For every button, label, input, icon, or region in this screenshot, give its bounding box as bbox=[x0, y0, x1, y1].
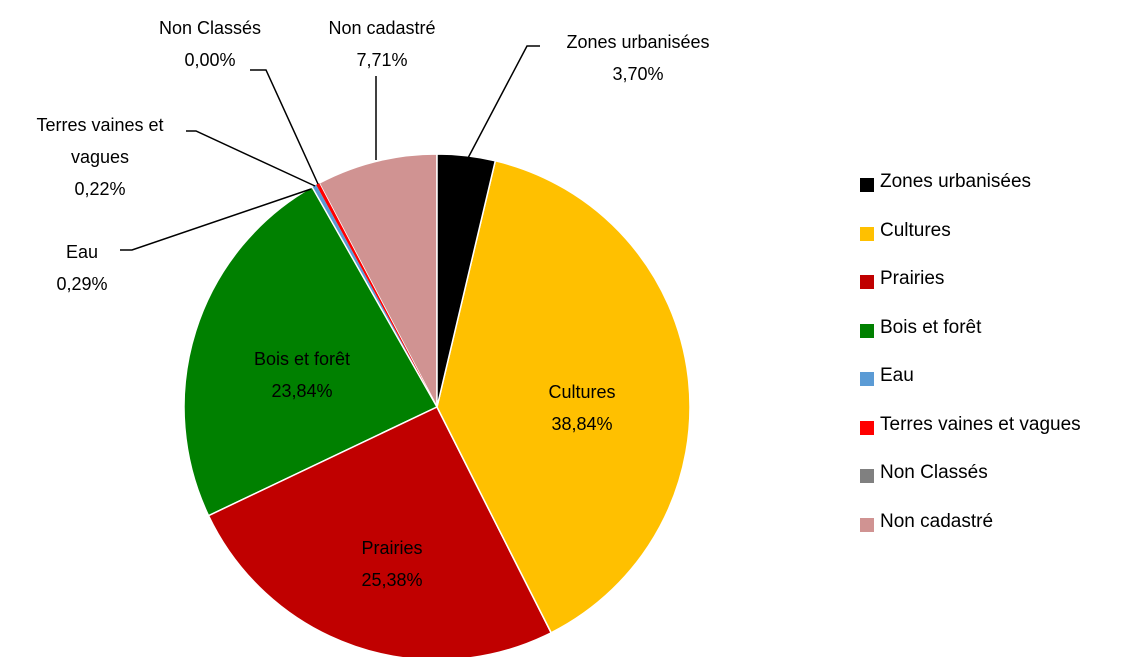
legend-label: Non Classés bbox=[880, 462, 988, 483]
data-label: Terres vaines et vagues 0,22% bbox=[15, 109, 185, 205]
legend-swatch bbox=[860, 420, 874, 435]
label-category: Eau bbox=[65, 242, 99, 262]
label-category: Prairies bbox=[361, 538, 423, 558]
legend-swatch bbox=[860, 323, 874, 338]
label-category: Cultures bbox=[548, 382, 616, 402]
legend-swatch bbox=[860, 469, 874, 483]
label-category: Bois et forêt bbox=[253, 349, 351, 369]
legend-swatch bbox=[860, 178, 874, 192]
leader-line bbox=[120, 188, 312, 251]
pie-slice bbox=[183, 185, 439, 517]
label-category: Non Classés bbox=[158, 18, 262, 38]
data-label: Cultures 38,84% bbox=[548, 376, 615, 440]
label-category: Terres vaines et vagues bbox=[36, 115, 164, 167]
label-value: 0,22% bbox=[74, 179, 126, 199]
pie-slice bbox=[207, 406, 553, 657]
legend-label: Non cadastré bbox=[880, 510, 994, 532]
data-label: Non Classés 0,00% bbox=[159, 12, 261, 76]
label-value: 25,38% bbox=[361, 570, 423, 590]
label-value: 3,70% bbox=[612, 64, 664, 84]
legend-label: Bois et forêt bbox=[880, 316, 982, 338]
pie-slice bbox=[318, 153, 438, 408]
pie-slice bbox=[436, 153, 497, 408]
data-label: Eau 0,29% bbox=[56, 236, 107, 300]
data-label: Non cadastré 7,71% bbox=[328, 12, 435, 76]
legend-swatch bbox=[860, 372, 874, 386]
legend-label: Zones urbanisées bbox=[880, 171, 1032, 192]
legend-label: Eau bbox=[880, 365, 914, 386]
label-category: Non cadastré bbox=[328, 18, 436, 38]
legend-label: Terres vaines et vagues bbox=[880, 413, 1081, 435]
label-value: 23,84% bbox=[271, 381, 333, 401]
legend-swatch bbox=[860, 517, 874, 532]
label-category: Zones urbanisées bbox=[566, 32, 710, 52]
data-label: Bois et forêt 23,84% bbox=[254, 343, 350, 407]
leader-lines bbox=[120, 45, 540, 251]
label-value: 38,84% bbox=[551, 414, 613, 434]
legend-swatch bbox=[860, 275, 874, 289]
label-value: 0,29% bbox=[56, 274, 108, 294]
pie-slice bbox=[436, 159, 691, 634]
leader-line bbox=[186, 130, 316, 187]
legend-label: Cultures bbox=[880, 219, 951, 241]
legend-swatch bbox=[860, 226, 874, 241]
data-label: Prairies 25,38% bbox=[361, 532, 422, 596]
label-value: 0,00% bbox=[184, 50, 236, 70]
data-label: Zones urbanisées 3,70% bbox=[566, 26, 709, 90]
legend-label: Prairies bbox=[880, 268, 945, 289]
label-value: 7,71% bbox=[356, 50, 408, 70]
leader-line bbox=[467, 45, 540, 159]
pie-slice bbox=[316, 183, 437, 407]
leader-line bbox=[250, 69, 319, 185]
